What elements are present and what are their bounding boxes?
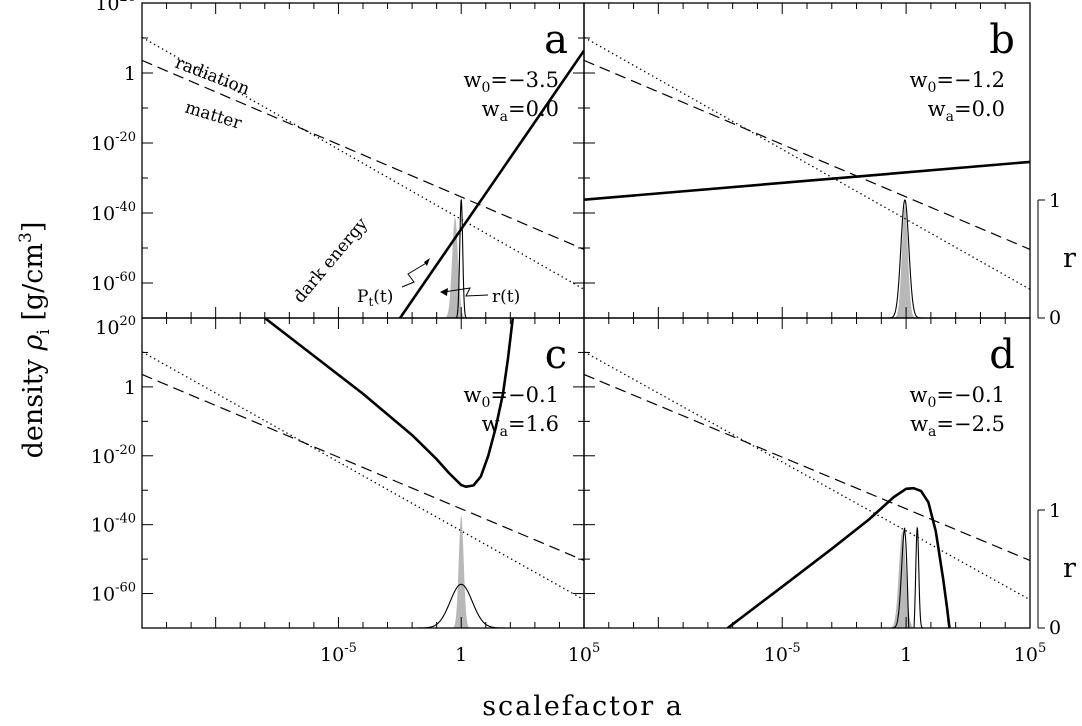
radiation-label: radiation: [172, 53, 252, 100]
tick-label: 1: [455, 644, 467, 666]
radiation-line: [142, 351, 584, 601]
panel-frame: [583, 317, 1031, 629]
r-axis: 0 1 r: [1037, 500, 1076, 639]
pdf-shade: [881, 531, 924, 628]
r-tick-label: 0: [1049, 307, 1061, 329]
dark-energy-line: [726, 486, 951, 628]
tick-label: 105: [1014, 641, 1046, 666]
panel-frame: [141, 317, 585, 629]
matter-line: [584, 59, 1030, 250]
w0-param: w0=−1.2: [910, 68, 1006, 96]
r-axis: 0 1 r: [1037, 190, 1076, 329]
r-axis-label: r: [1063, 553, 1076, 584]
ticks: [141, 2, 585, 319]
ticks: [583, 2, 1031, 319]
tick-label: 10-40: [91, 200, 136, 225]
matter-label: matter: [183, 98, 245, 134]
panel-letter: c: [545, 332, 567, 378]
panel-d: 10-5 1 105 d w0=−0.1wa=−2.5 0 1 r: [583, 317, 1076, 666]
tick-label: 10-5: [764, 641, 801, 666]
rt-label: r(t): [492, 287, 520, 307]
pt-label: Pt(t): [357, 287, 393, 309]
pt-arrow: [401, 261, 429, 288]
dark-energy-line: [263, 318, 515, 489]
w0-param: w0=−3.5: [464, 68, 560, 96]
tick-label: 1: [124, 63, 136, 85]
wa-param: wa=1.6: [482, 412, 559, 440]
tick-label: 1020: [95, 314, 136, 339]
matter-line: [142, 59, 584, 250]
panel-frame: [583, 2, 1031, 319]
panel-letter: a: [544, 17, 568, 63]
x-axis-label: scalefactor a: [482, 691, 684, 722]
wa-param: wa=0.0: [482, 97, 559, 125]
wa-param: wa=−2.5: [910, 412, 1005, 440]
wa-param: wa=0.0: [928, 97, 1005, 125]
panel-letter: b: [989, 17, 1015, 63]
panel-frame: [141, 2, 585, 319]
tick-label: 1: [900, 644, 912, 666]
panel-c: 1 10-20 10-40 10-60 1020 10-5 1 105 c w0=−0.1wa=1…: [91, 314, 600, 666]
panel-b: b w0=−1.2wa=0.0 0 1 r: [583, 2, 1076, 329]
pdf-shade: [437, 217, 473, 318]
radiation-line: [142, 36, 584, 290]
matter-line: [142, 373, 584, 562]
tick-label: 105: [568, 641, 600, 666]
pdf-shade: [446, 515, 476, 628]
ticks: [583, 317, 1031, 629]
w0-param: w0=−0.1: [464, 383, 560, 411]
dark-energy-line: [584, 160, 1030, 201]
r-tick-label: 0: [1049, 617, 1061, 639]
matter-line: [584, 373, 1030, 562]
tick-label: 1: [124, 377, 136, 399]
ticks: [141, 317, 585, 629]
r-tick-label: 1: [1049, 190, 1061, 212]
rt-arrowhead: [440, 288, 448, 296]
rt-arrow: [443, 287, 489, 297]
r-axis-label: r: [1063, 243, 1076, 274]
tick-label: 10-60: [91, 581, 136, 606]
dark-energy-line: [398, 49, 584, 318]
tick-label: 1020: [95, 0, 136, 15]
pt-arrowhead: [424, 258, 430, 266]
plot-area: [584, 351, 1030, 628]
tick-label: 10-20: [91, 443, 136, 468]
plot-area: [142, 36, 584, 318]
plot-area: [142, 318, 584, 628]
tick-label: 10-40: [91, 512, 136, 537]
tick-label: 10-20: [91, 130, 136, 155]
w0-param: w0=−0.1: [910, 383, 1006, 411]
tick-label: 10-5: [320, 641, 357, 666]
panels: 1020110-2010-4010-60aw0=−3.5wa=0.0radiat…: [91, 0, 1076, 666]
panel-letter: d: [989, 332, 1015, 378]
y-axis-label: density ρi [g/cm3]: [16, 222, 54, 459]
tick-label: 10-60: [91, 270, 136, 295]
pdf-shade: [887, 205, 923, 318]
r-tick-label: 1: [1049, 500, 1061, 522]
r-curve: [876, 526, 936, 628]
